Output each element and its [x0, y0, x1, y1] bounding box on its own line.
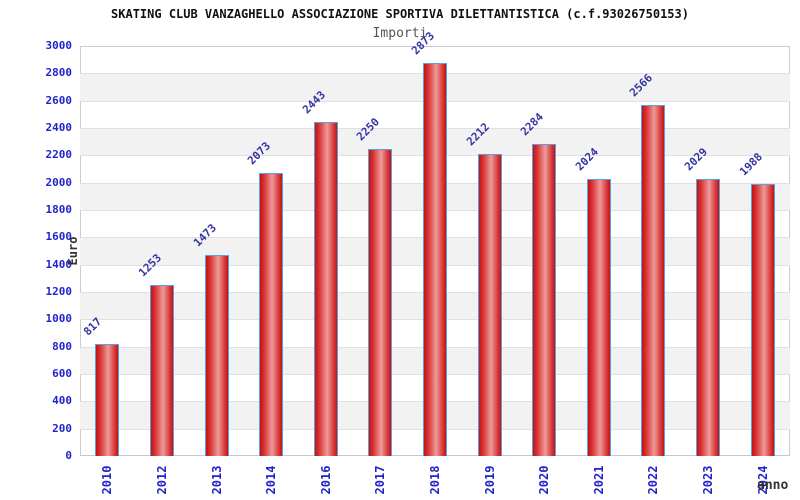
- x-tick-label: 2018: [428, 465, 442, 495]
- x-tick-label: 2013: [209, 465, 224, 495]
- chart-title: SKATING CLUB VANZAGHELLO ASSOCIAZIONE SP…: [111, 7, 689, 21]
- x-tick-label: 2019: [482, 465, 497, 495]
- y-tick-label: 1400: [45, 257, 73, 271]
- y-tick-label: 2400: [45, 121, 73, 134]
- y-tick-label: 0: [65, 449, 72, 462]
- y-tick-label: 2600: [45, 93, 73, 107]
- x-tick-label: 2014: [264, 465, 279, 495]
- bar: [204, 254, 229, 456]
- bar: [586, 179, 611, 456]
- x-axis-title: anno: [757, 478, 789, 493]
- x-tick-label: 2017: [373, 465, 388, 495]
- chart-subtitle: Importi: [372, 26, 428, 41]
- bar: [641, 105, 666, 456]
- y-tick-label: 1000: [45, 312, 73, 326]
- bar: [95, 344, 120, 456]
- bar: [750, 184, 775, 456]
- y-tick-label: 800: [52, 339, 72, 353]
- y-axis-title: Euro: [66, 236, 80, 266]
- y-tick-label: 2200: [45, 148, 73, 162]
- x-tick-label: 2022: [646, 465, 661, 495]
- bar: [532, 143, 557, 456]
- y-tick-label: 1800: [45, 203, 73, 216]
- x-tick-label: 2016: [318, 465, 333, 495]
- y-tick-label: 400: [52, 394, 72, 408]
- y-tick-label: 1600: [45, 230, 73, 244]
- x-tick-label: 2021: [591, 465, 606, 495]
- y-tick-label: 2800: [45, 66, 73, 80]
- x-tick-label: 2020: [537, 465, 552, 495]
- bar: [696, 178, 721, 456]
- bar: [423, 63, 447, 456]
- bar: [368, 148, 393, 456]
- y-tick-label: 1200: [45, 285, 73, 298]
- y-tick-label: 600: [52, 367, 72, 380]
- bar: [259, 172, 284, 456]
- y-tick-label: 2000: [45, 175, 73, 189]
- x-tick-label: 2010: [100, 465, 115, 495]
- x-tick-label: 2023: [701, 465, 716, 495]
- y-tick-label: 200: [52, 421, 72, 435]
- bar: [313, 122, 338, 456]
- y-tick-label: 3000: [45, 39, 73, 52]
- bar: [149, 284, 174, 456]
- bar: [477, 153, 502, 456]
- x-tick-label: 2012: [154, 465, 169, 495]
